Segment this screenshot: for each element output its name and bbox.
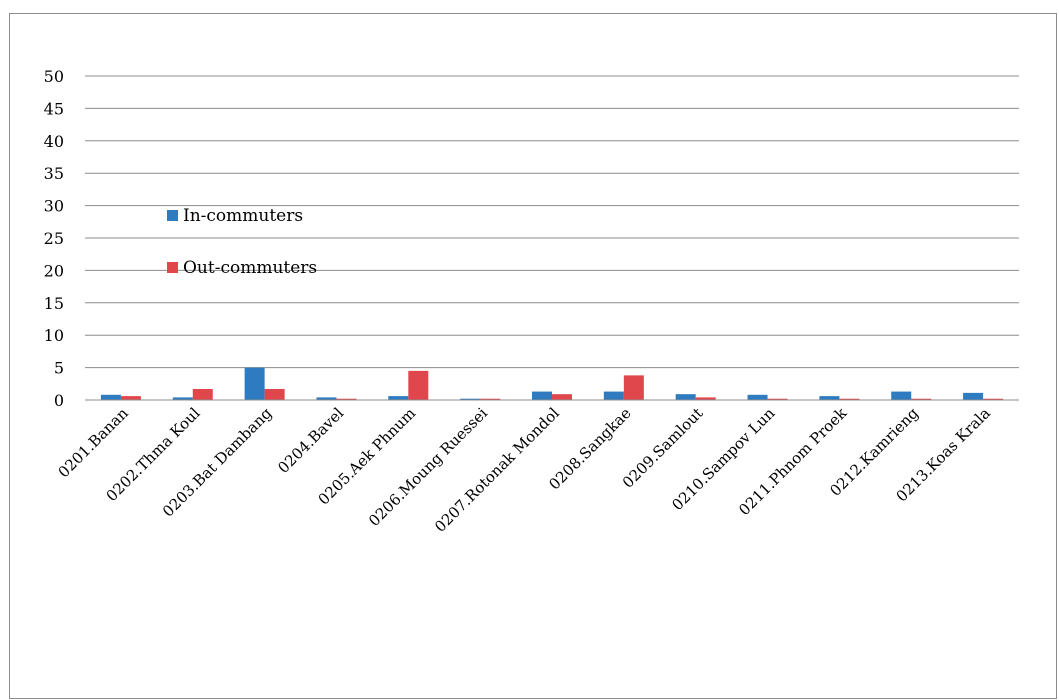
x-tick-label: 0201.Banan bbox=[55, 404, 132, 481]
y-tick-label: 15 bbox=[44, 294, 64, 313]
bar-in-commuters bbox=[460, 398, 481, 400]
bar-out-commuters bbox=[695, 397, 716, 400]
legend-swatch bbox=[167, 262, 178, 273]
bar-in-commuters bbox=[747, 394, 768, 400]
bar-in-commuters bbox=[100, 394, 121, 400]
x-tick-label: 0206.Moung Ruessei bbox=[365, 404, 491, 530]
bar-in-commuters bbox=[819, 396, 840, 400]
y-tick-label: 45 bbox=[44, 99, 64, 118]
bar-out-commuters bbox=[767, 398, 788, 400]
bar-out-commuters bbox=[839, 398, 860, 400]
bar-in-commuters bbox=[532, 391, 552, 400]
bar-out-commuters bbox=[192, 388, 213, 400]
bar-out-commuters bbox=[552, 394, 572, 400]
bar-in-commuters bbox=[963, 392, 984, 400]
y-tick-label: 50 bbox=[44, 67, 64, 86]
bar-in-commuters bbox=[172, 397, 193, 400]
bar-in-commuters bbox=[316, 397, 337, 400]
bar-in-commuters bbox=[244, 367, 265, 400]
legend-label: In-commuters bbox=[183, 206, 303, 226]
bar-out-commuters bbox=[983, 398, 1004, 400]
legend: In-commuters Out-commuters bbox=[167, 206, 317, 278]
bar-out-commuters bbox=[408, 370, 429, 400]
bar-in-commuters bbox=[891, 391, 912, 400]
y-tick-label: 0 bbox=[54, 391, 64, 410]
y-tick-label: 25 bbox=[44, 229, 64, 248]
x-tick-label: 0204.Bavel bbox=[274, 404, 347, 477]
y-tick-label: 10 bbox=[44, 326, 64, 345]
y-tick-label: 35 bbox=[44, 164, 64, 183]
bar-in-commuters bbox=[675, 394, 696, 400]
legend-label: Out-commuters bbox=[183, 258, 317, 278]
bar-out-commuters bbox=[911, 398, 932, 400]
bar-out-commuters bbox=[120, 396, 141, 400]
bar-out-commuters bbox=[336, 398, 357, 400]
bar-out-commuters bbox=[623, 375, 644, 400]
grid-lines bbox=[85, 75, 1019, 369]
y-tick-label: 30 bbox=[44, 197, 64, 216]
y-tick-label: 5 bbox=[54, 359, 64, 378]
legend-swatch bbox=[167, 210, 178, 221]
y-axis-ticks: 0 5 10 15 20 25 30 35 40 45 50 bbox=[44, 67, 64, 410]
bar-in-commuters bbox=[603, 391, 624, 400]
bars bbox=[100, 367, 1004, 400]
chart-frame bbox=[9, 13, 1057, 699]
bar-in-commuters bbox=[388, 396, 409, 400]
y-tick-label: 20 bbox=[44, 261, 64, 280]
y-tick-label: 40 bbox=[44, 132, 64, 151]
bar-out-commuters bbox=[480, 398, 501, 400]
x-tick-label: 0207.Rotonak Mondol bbox=[431, 404, 563, 536]
bar-out-commuters bbox=[264, 388, 285, 400]
